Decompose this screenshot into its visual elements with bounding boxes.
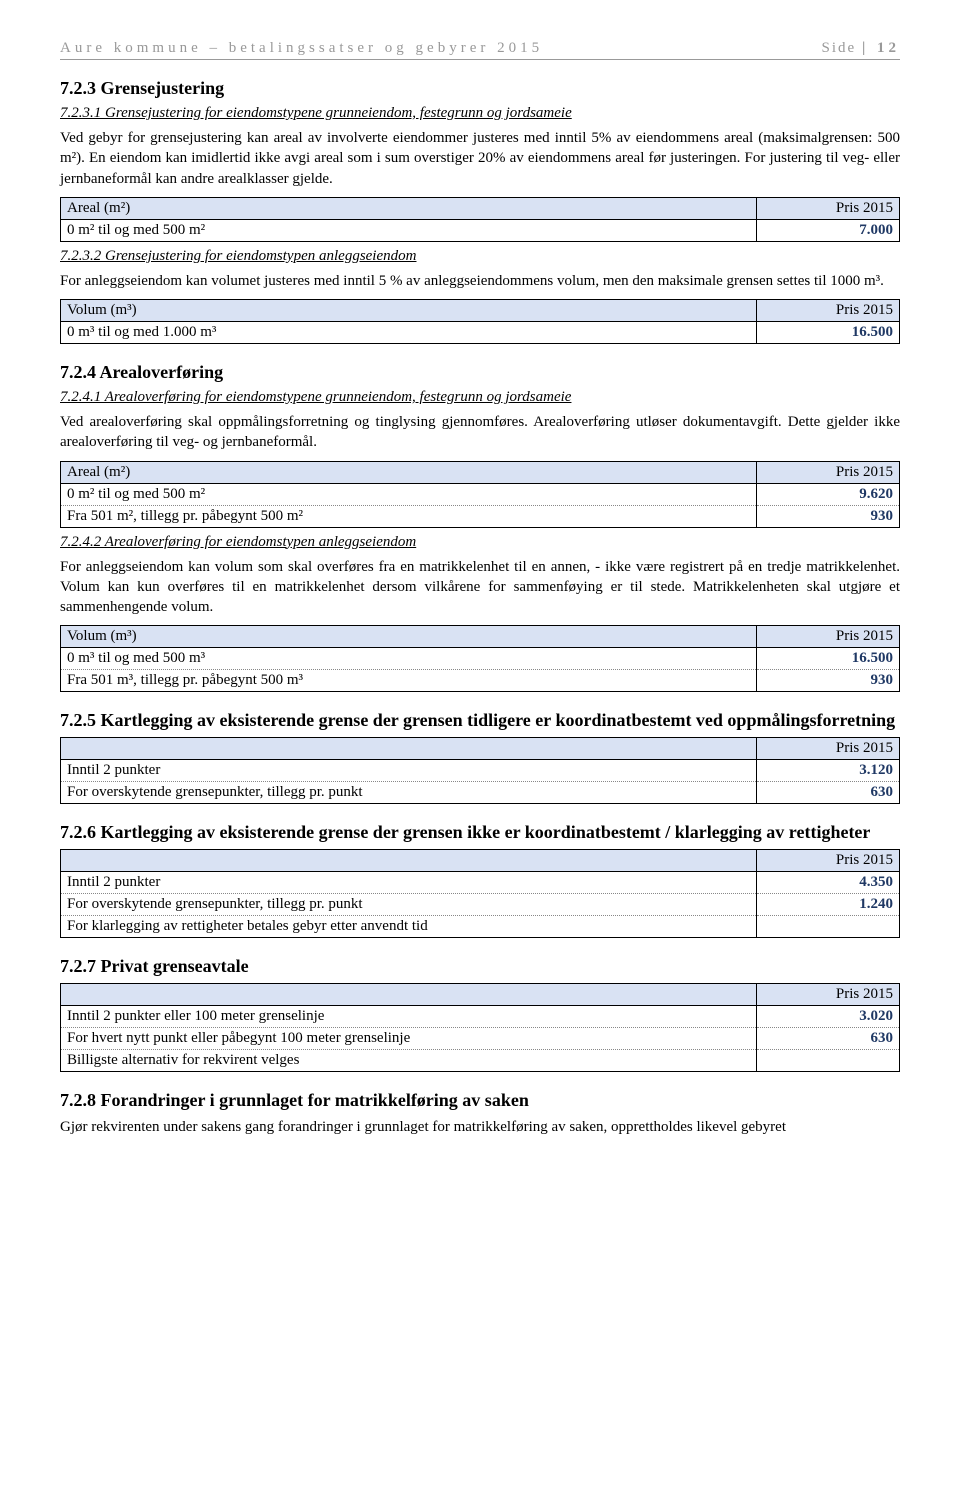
table-header: Pris 2015 [757, 197, 900, 219]
table-cell: 0 m³ til og med 1.000 m³ [61, 322, 757, 344]
section-7242-title: 7.2.4.2 Arealoverføring for eiendomstype… [60, 534, 900, 551]
section-723-title: 7.2.3 Grensejustering [60, 78, 900, 99]
header-side-label: Side [822, 40, 857, 56]
table-cell: For klarlegging av rettigheter betales g… [61, 916, 757, 938]
table-header: Volum (m³) [61, 300, 757, 322]
table-header: Pris 2015 [757, 300, 900, 322]
table-727: Pris 2015 Inntil 2 punkter eller 100 met… [60, 983, 900, 1072]
section-7241-title: 7.2.4.1 Arealoverføring for eiendomstype… [60, 389, 900, 406]
header-page-number: | 12 [862, 40, 900, 56]
section-7232-text: For anleggseiendom kan volumet justeres … [60, 271, 900, 291]
table-row: For overskytende grensepunkter, tillegg … [61, 782, 900, 804]
table-cell: Billigste alternativ for rekvirent velge… [61, 1050, 757, 1072]
table-cell: Fra 501 m², tillegg pr. påbegynt 500 m² [61, 505, 757, 527]
table-row: Inntil 2 punkter 4.350 [61, 872, 900, 894]
table-header: Volum (m³) [61, 626, 757, 648]
table-cell: 0 m³ til og med 500 m³ [61, 648, 757, 670]
table-cell-price: 16.500 [757, 648, 900, 670]
table-cell: Inntil 2 punkter eller 100 meter grensel… [61, 1006, 757, 1028]
header-right: Side | 12 [822, 40, 900, 57]
table-row: For hvert nytt punkt eller påbegynt 100 … [61, 1028, 900, 1050]
table-cell: For overskytende grensepunkter, tillegg … [61, 782, 757, 804]
table-cell: For hvert nytt punkt eller påbegynt 100 … [61, 1028, 757, 1050]
section-724-title: 7.2.4 Arealoverføring [60, 362, 900, 383]
section-7232-title: 7.2.3.2 Grensejustering for eiendomstype… [60, 248, 900, 265]
section-725-title: 7.2.5 Kartlegging av eksisterende grense… [60, 710, 900, 731]
table-7232: Volum (m³) Pris 2015 0 m³ til og med 1.0… [60, 299, 900, 344]
table-cell-price: 3.020 [757, 1006, 900, 1028]
section-7231-text: Ved gebyr for grensejustering kan areal … [60, 128, 900, 189]
table-cell-price: 1.240 [757, 894, 900, 916]
table-row: For overskytende grensepunkter, tillegg … [61, 894, 900, 916]
table-row: 0 m² til og med 500 m² 9.620 [61, 483, 900, 505]
table-cell-price [757, 1050, 900, 1072]
table-cell-price: 630 [757, 1028, 900, 1050]
table-726: Pris 2015 Inntil 2 punkter 4.350 For ove… [60, 849, 900, 938]
table-cell: 0 m² til og med 500 m² [61, 483, 757, 505]
table-cell-price: 9.620 [757, 483, 900, 505]
table-cell-price: 7.000 [757, 219, 900, 241]
table-header [61, 850, 757, 872]
page-header: Aure kommune – betalingssatser og gebyre… [60, 40, 900, 60]
table-header: Pris 2015 [757, 850, 900, 872]
table-header [61, 738, 757, 760]
section-7231-title: 7.2.3.1 Grensejustering for eiendomstype… [60, 105, 900, 122]
table-cell: Inntil 2 punkter [61, 872, 757, 894]
table-cell-price [757, 916, 900, 938]
table-header: Areal (m²) [61, 461, 757, 483]
table-row: Inntil 2 punkter 3.120 [61, 760, 900, 782]
table-cell-price: 930 [757, 670, 900, 692]
table-header: Pris 2015 [757, 984, 900, 1006]
table-row: 0 m² til og med 500 m² 7.000 [61, 219, 900, 241]
section-7241-text: Ved arealoverføring skal oppmålingsforre… [60, 412, 900, 453]
table-row: 0 m³ til og med 1.000 m³ 16.500 [61, 322, 900, 344]
section-728-text: Gjør rekvirenten under sakens gang foran… [60, 1117, 900, 1137]
table-7242: Volum (m³) Pris 2015 0 m³ til og med 500… [60, 625, 900, 692]
table-cell-price: 630 [757, 782, 900, 804]
table-cell-price: 930 [757, 505, 900, 527]
table-7241: Areal (m²) Pris 2015 0 m² til og med 500… [60, 461, 900, 528]
table-cell-price: 3.120 [757, 760, 900, 782]
table-7231: Areal (m²) Pris 2015 0 m² til og med 500… [60, 197, 900, 242]
table-cell: For overskytende grensepunkter, tillegg … [61, 894, 757, 916]
table-725: Pris 2015 Inntil 2 punkter 3.120 For ove… [60, 737, 900, 804]
table-row: 0 m³ til og med 500 m³ 16.500 [61, 648, 900, 670]
table-row: For klarlegging av rettigheter betales g… [61, 916, 900, 938]
table-row: Inntil 2 punkter eller 100 meter grensel… [61, 1006, 900, 1028]
section-726-title: 7.2.6 Kartlegging av eksisterende grense… [60, 822, 900, 843]
table-row: Billigste alternativ for rekvirent velge… [61, 1050, 900, 1072]
table-cell: 0 m² til og med 500 m² [61, 219, 757, 241]
table-header [61, 984, 757, 1006]
table-cell-price: 16.500 [757, 322, 900, 344]
header-left: Aure kommune – betalingssatser og gebyre… [60, 40, 543, 57]
table-cell-price: 4.350 [757, 872, 900, 894]
table-row: Fra 501 m², tillegg pr. påbegynt 500 m² … [61, 505, 900, 527]
table-header: Pris 2015 [757, 738, 900, 760]
table-header: Pris 2015 [757, 626, 900, 648]
section-727-title: 7.2.7 Privat grenseavtale [60, 956, 900, 977]
table-cell: Inntil 2 punkter [61, 760, 757, 782]
section-728-title: 7.2.8 Forandringer i grunnlaget for matr… [60, 1090, 900, 1111]
table-header: Areal (m²) [61, 197, 757, 219]
table-header: Pris 2015 [757, 461, 900, 483]
table-row: Fra 501 m³, tillegg pr. påbegynt 500 m³ … [61, 670, 900, 692]
section-7242-text: For anleggseiendom kan volum som skal ov… [60, 557, 900, 618]
table-cell: Fra 501 m³, tillegg pr. påbegynt 500 m³ [61, 670, 757, 692]
